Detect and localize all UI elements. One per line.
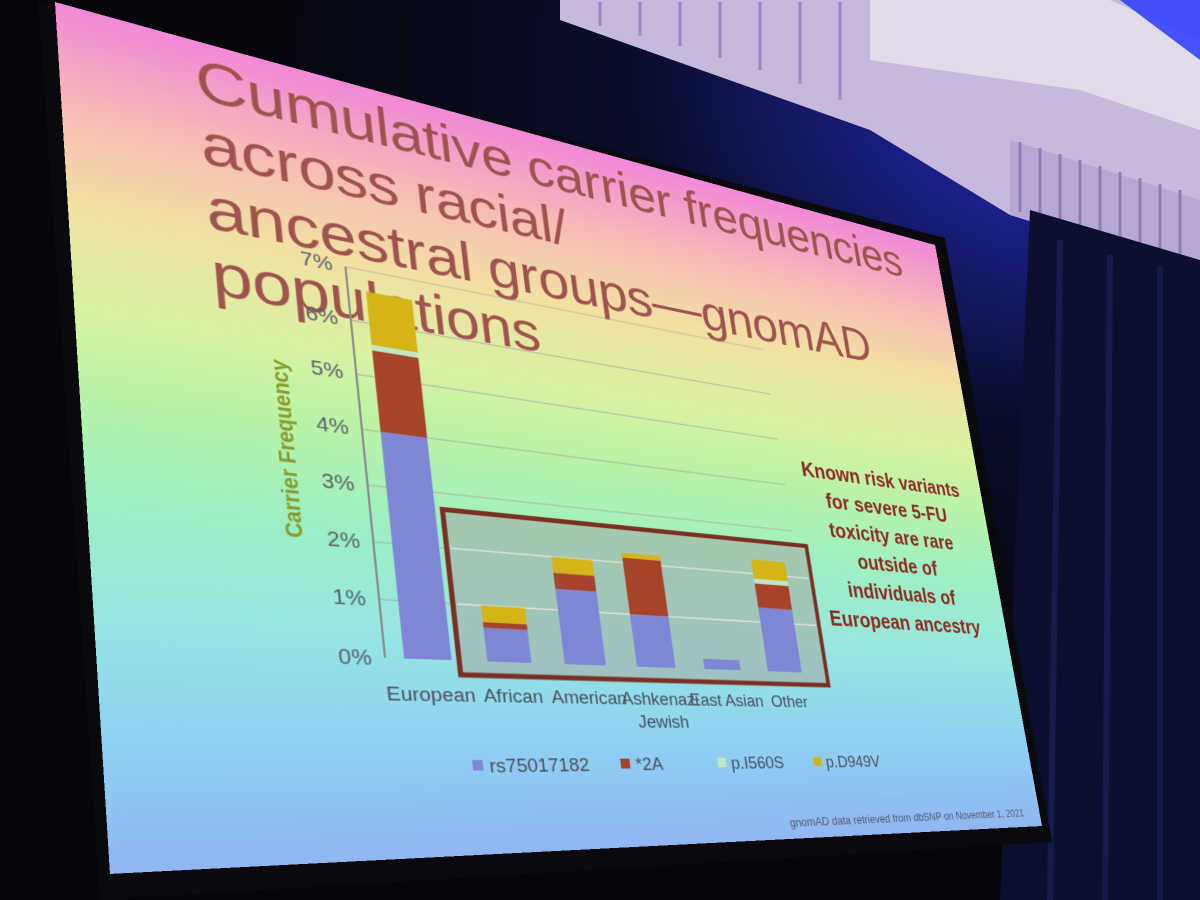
legend-swatch	[620, 758, 631, 769]
bar-european-pd949v	[366, 291, 418, 353]
wall-grille	[1010, 140, 1200, 275]
curtain-folds	[1047, 239, 1163, 900]
highlight-box	[442, 509, 828, 685]
bar-african-pd949v	[480, 605, 527, 625]
bar-ashkenazi-jewish-rs75017182	[629, 614, 676, 668]
y-tick-label: 7%	[300, 248, 334, 276]
ceiling-grille-lines	[598, 2, 842, 100]
y-tick-label: 5%	[310, 357, 344, 384]
legend-label: p.I560S	[730, 752, 786, 772]
bar-other-pd949v	[750, 559, 788, 582]
y-tick-label: 1%	[332, 586, 367, 612]
y-axis-label: Carrier Frequency	[266, 357, 308, 539]
y-tick-label: 3%	[321, 469, 356, 495]
x-tick-label: AshkenaziJewish	[620, 688, 703, 732]
legend-swatch	[716, 757, 727, 768]
x-tick-label: Other	[770, 691, 810, 711]
bar-other-2a	[754, 583, 793, 610]
blue-light	[1120, 0, 1200, 60]
legend-swatch	[812, 756, 822, 766]
projector-screen: Cumulative carrier frequencies across ra…	[55, 2, 1043, 874]
bar-european-rs75017182	[380, 431, 452, 661]
chart-legend: rs75017182 *2A p.I560S p.D949V	[471, 752, 882, 777]
y-tick-labels: 0% 1% 2% 3% 4% 5% 6% 7%	[300, 248, 373, 670]
stacked-bar-chart: 0% 1% 2% 3% 4% 5% 6% 7% European African American…	[266, 248, 882, 777]
y-tick-label: 2%	[326, 527, 361, 553]
x-tick-label: American	[550, 686, 628, 709]
legend-label: p.D949V	[824, 752, 881, 771]
ceiling-panel	[870, 0, 1200, 130]
y-tick-label: 4%	[315, 413, 350, 440]
legend-label: *2A	[634, 753, 665, 774]
legend-swatch	[471, 759, 484, 771]
y-tick-label: 0%	[337, 645, 373, 670]
x-tick-labels: European African AmericanAshkenaziJewishEa…	[385, 682, 810, 732]
wall-grille-lines	[1018, 142, 1182, 262]
x-tick-label: East Asian	[688, 689, 765, 710]
bar-east-asian-rs75017182	[703, 658, 741, 671]
x-tick-label: European	[385, 682, 477, 706]
callout-text: Known risk variants for severe 5-FU toxi…	[799, 457, 983, 640]
bar-american-2a	[553, 572, 597, 592]
y-tick-label: 6%	[305, 302, 339, 330]
bar-african-rs75017182	[483, 627, 532, 663]
x-tick-label: African	[482, 684, 544, 707]
bar-european-2a	[372, 350, 428, 438]
legend-label: rs75017182	[488, 754, 590, 777]
